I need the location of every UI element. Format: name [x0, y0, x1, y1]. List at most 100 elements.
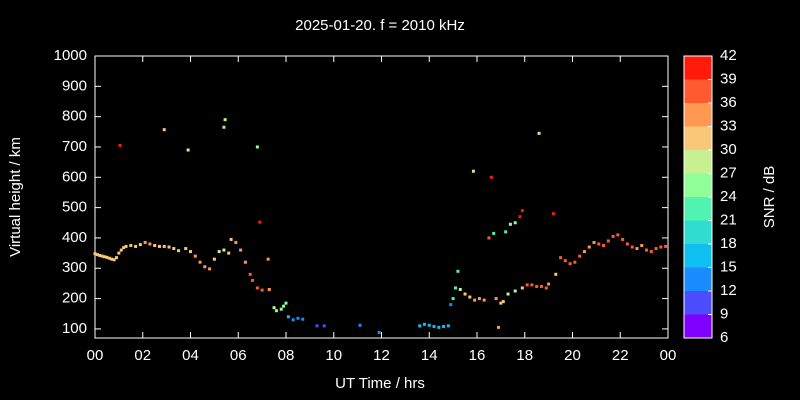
data-point [217, 250, 221, 254]
data-point [454, 286, 458, 290]
colorbar-box [684, 244, 712, 268]
data-point [473, 298, 477, 302]
data-point [530, 283, 534, 287]
x-tick-label: 08 [278, 347, 295, 364]
data-point [212, 257, 216, 261]
data-point [118, 143, 122, 147]
data-point [143, 240, 147, 244]
data-point [177, 249, 181, 253]
data-point [592, 240, 596, 244]
plot-frame [94, 55, 669, 339]
data-point [184, 247, 188, 251]
x-axis-label: UT Time / hrs [335, 375, 425, 392]
data-point [568, 262, 572, 266]
data-point [322, 324, 326, 328]
x-tick-label: 10 [325, 347, 342, 364]
data-point [537, 131, 541, 135]
colorbar-tick-label: 21 [720, 211, 737, 228]
data-point [251, 278, 255, 282]
y-axis-label: Virtual height / km [7, 137, 24, 257]
x-tick-label: 16 [469, 347, 486, 364]
data-point [616, 233, 620, 237]
data-point [513, 289, 517, 293]
data-point [167, 245, 171, 249]
data-point [134, 244, 138, 248]
data-point [114, 256, 118, 260]
y-tick-label: 200 [62, 290, 87, 307]
y-tick-label: 600 [62, 168, 87, 185]
colorbar-label: SNR / dB [761, 166, 778, 229]
data-point [138, 243, 142, 247]
data-point [272, 306, 276, 310]
data-point [649, 250, 653, 254]
data-point [153, 244, 157, 248]
data-point [525, 283, 529, 287]
data-point [100, 254, 104, 258]
colorbar-box [684, 56, 712, 80]
data-point [103, 255, 107, 259]
data-point [203, 265, 207, 269]
colorbar-box [684, 291, 712, 315]
x-tick-label: 18 [516, 347, 533, 364]
data-point [315, 324, 319, 328]
data-point [513, 221, 517, 225]
data-point [544, 286, 548, 290]
colorbar-tick-label: 18 [720, 235, 737, 252]
data-point [222, 248, 226, 252]
colorbar-box [684, 126, 712, 150]
data-point [456, 269, 460, 273]
data-point [260, 288, 264, 292]
data-point [451, 297, 455, 301]
data-point [468, 295, 472, 299]
colorbar-tick-label: 15 [720, 258, 737, 275]
data-point [258, 220, 262, 224]
data-point [471, 169, 475, 173]
data-point [578, 254, 582, 258]
data-point [162, 128, 166, 132]
data-point [518, 215, 522, 219]
colorbar-tick-label: 33 [720, 117, 737, 134]
data-point [279, 307, 283, 311]
colorbar-box [684, 267, 712, 291]
data-point [98, 254, 102, 258]
data-point [248, 272, 252, 276]
data-point [296, 316, 300, 320]
data-point [301, 317, 305, 321]
data-point [482, 298, 486, 302]
data-point [110, 257, 114, 261]
data-point [664, 244, 668, 248]
data-point [611, 234, 615, 238]
data-point [504, 230, 508, 234]
y-tick-label: 100 [62, 320, 87, 337]
y-tick-label: 300 [62, 259, 87, 276]
data-point [291, 318, 295, 322]
data-point [573, 260, 577, 264]
x-tick-label: 06 [230, 347, 247, 364]
y-tick-label: 500 [62, 199, 87, 216]
data-point [255, 286, 259, 290]
data-point [489, 175, 493, 179]
data-point [551, 212, 555, 216]
data-point [227, 251, 231, 255]
colorbar-tick-label: 42 [720, 47, 737, 64]
x-tick-label: 22 [612, 347, 629, 364]
data-point [105, 255, 109, 259]
data-point [432, 324, 436, 328]
data-point [446, 324, 450, 328]
data-point [621, 237, 625, 241]
data-point [427, 323, 431, 327]
x-tick-label: 04 [182, 347, 199, 364]
y-tick-label: 400 [62, 229, 87, 246]
data-point [274, 309, 278, 313]
data-point [198, 260, 202, 264]
data-point [563, 259, 567, 263]
data-point [186, 148, 190, 152]
data-point [112, 258, 116, 262]
data-point [189, 250, 192, 254]
data-point [559, 256, 563, 260]
data-point [458, 287, 462, 291]
colorbar-tick-label: 6 [720, 329, 728, 346]
x-tick-label: 00 [87, 347, 104, 364]
data-point [157, 244, 161, 248]
data-point [129, 244, 133, 248]
